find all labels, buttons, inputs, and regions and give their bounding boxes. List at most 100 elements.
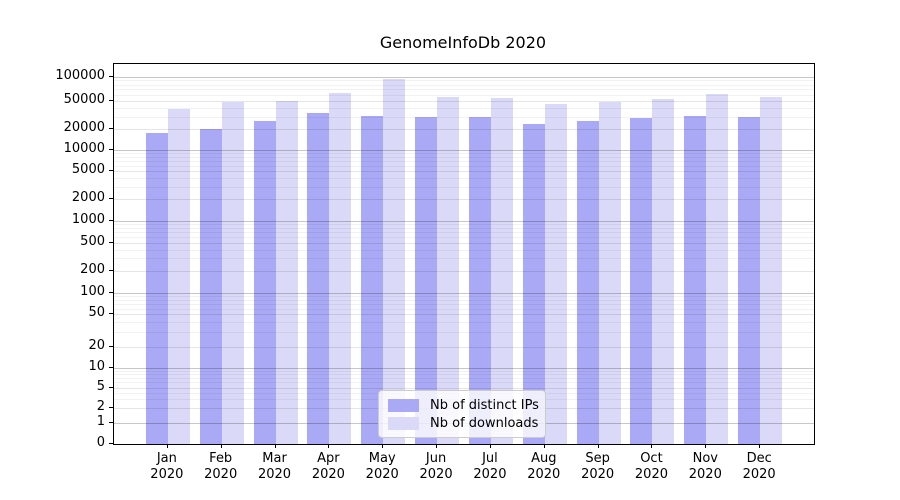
y-tick-mark [109,366,113,368]
bar-downloads-nov [706,94,729,444]
bar-downloads-sep [598,101,621,444]
y-tick-label: 10 [88,358,105,374]
bar-distinct-ips-jan [145,132,168,444]
x-tick-label: Apr 2020 [311,451,345,482]
y-tick-label: 10000 [63,141,105,157]
gridline [114,377,814,379]
grid-layer [114,64,814,444]
x-tick-label: Nov 2020 [688,451,722,482]
legend-item-downloads: Nb of downloads [388,414,539,432]
gridline [114,299,814,301]
y-tick-label: 20000 [63,120,105,136]
gridline [114,295,814,297]
legend-swatch [388,398,419,412]
legend-label: Nb of distinct IPs [430,397,539,413]
gridline [114,303,814,305]
y-tick-label: 5 [96,378,105,394]
y-tick-label: 20 [88,337,105,353]
bars-layer [114,64,814,444]
bar-distinct-ips-oct [630,117,653,444]
y-tick-mark [109,75,113,77]
gridline [114,367,814,369]
gridline [114,80,814,82]
gridline [114,186,814,188]
x-tick-label: May 2020 [365,451,399,482]
gridline [114,370,814,372]
x-tick-mark [220,444,222,448]
y-tick-mark [109,386,113,388]
y-tick-mark [109,291,113,293]
y-tick-label: 50000 [63,92,105,107]
gridline [114,76,814,78]
y-tick-label: 200 [80,262,105,277]
legend-swatch [388,416,419,430]
x-tick-mark [759,444,761,448]
y-tick-label: 5000 [71,162,105,177]
gridline [114,314,814,316]
y-tick-label: 100 [80,283,105,299]
gridline [114,107,814,109]
y-tick-label: 2000 [71,190,105,206]
gridline [114,249,814,251]
x-tick-label: Sep 2020 [581,451,615,482]
bar-distinct-ips-dec [738,116,761,444]
bar-downloads-jan [167,109,190,444]
y-tick-mark [109,170,113,171]
x-tick-mark [274,444,276,448]
y-tick-mark [109,128,113,130]
y-tick-mark [109,313,113,315]
gridline [114,156,814,158]
y-tick-label: 50 [88,305,105,321]
gridline [114,232,814,234]
x-tick-label: Aug 2020 [527,451,561,482]
y-tick-label: 1000 [71,212,105,227]
gridline [114,199,814,201]
bar-downloads-apr [329,93,352,444]
y-tick-mark [109,149,113,151]
x-tick-label: Jan 2020 [150,451,184,482]
y-tick-mark [109,443,113,444]
gridline [114,101,814,102]
bar-downloads-mar [275,101,298,444]
bar-downloads-aug [544,103,567,444]
y-tick-mark [109,345,113,347]
x-tick-mark [651,444,653,448]
gridline [114,171,814,172]
x-tick-mark [597,444,599,448]
bar-downloads-jun [437,97,460,444]
y-tick-label: 0 [96,435,105,450]
gridline [114,374,814,376]
gridline [114,332,814,334]
y-tick-mark [109,421,113,423]
gridline [114,271,814,272]
bar-distinct-ips-may [361,115,384,444]
plot-area [113,63,815,445]
x-tick-mark [489,444,491,448]
gridline [114,177,814,179]
gridline [114,227,814,229]
x-tick-mark [166,444,168,448]
y-tick-label: 500 [80,233,105,249]
gridline [114,160,814,162]
gridline [114,221,814,222]
gridline [114,89,814,91]
gridline [114,116,814,118]
legend-label: Nb of downloads [430,415,539,431]
gridline [114,322,814,324]
gridline [114,308,814,310]
x-tick-label: Jul 2020 [473,451,507,482]
bar-downloads-may [383,78,406,444]
x-tick-label: Jun 2020 [419,451,453,482]
gridline [114,129,814,131]
bar-distinct-ips-mar [253,121,276,444]
bar-distinct-ips-nov [684,116,707,444]
gridline [114,387,814,389]
gridline [114,165,814,167]
gridline [114,150,814,152]
y-tick-mark [109,241,113,243]
chart-title: GenomeInfoDb 2020 [379,33,547,52]
x-tick-mark [436,444,438,448]
x-tick-label: Feb 2020 [204,451,238,482]
gridline [114,346,814,348]
